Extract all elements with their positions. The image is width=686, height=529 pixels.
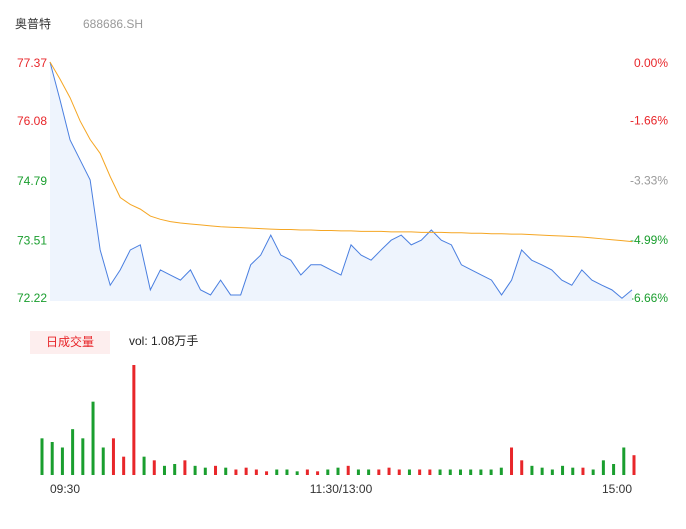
volume-bar — [469, 469, 473, 475]
volume-bar — [91, 401, 95, 475]
y-tick-label: 73.51 — [17, 233, 47, 247]
volume-bar — [295, 471, 299, 475]
volume-bar — [438, 469, 442, 475]
volume-bar — [265, 471, 269, 475]
volume-bar — [510, 447, 514, 475]
volume-bar — [183, 460, 187, 475]
volume-bar — [50, 442, 54, 475]
volume-bar — [203, 467, 207, 475]
volume-bar — [305, 469, 309, 475]
volume-bar — [275, 469, 279, 475]
volume-bar — [397, 469, 401, 475]
volume-bar — [214, 465, 218, 475]
average-line — [49, 61, 633, 243]
volume-bar — [152, 460, 156, 475]
volume-bar — [530, 465, 534, 475]
volume-bar — [60, 447, 64, 475]
volume-bar — [407, 469, 411, 475]
volume-bar — [571, 467, 575, 475]
volume-bar — [489, 469, 493, 475]
volume-bar — [193, 465, 197, 475]
volume-bar — [377, 469, 381, 475]
y2-tick-label: -6.66% — [630, 291, 668, 305]
volume-bar — [540, 467, 544, 475]
volume-bar — [581, 467, 585, 475]
x-tick-label: 11:30/13:00 — [310, 482, 373, 496]
volume-title: 日成交量 — [46, 334, 94, 349]
volume-bar — [142, 456, 146, 475]
stock-name: 奥普特 — [15, 16, 51, 31]
volume-bar — [428, 469, 432, 475]
y2-tick-label: 0.00% — [634, 56, 668, 70]
volume-label: vol: 1.08万手 — [129, 334, 198, 348]
volume-bar — [346, 465, 350, 475]
volume-bar — [244, 467, 248, 475]
volume-bar — [162, 465, 166, 475]
y2-tick-label: -1.66% — [630, 114, 668, 128]
y-tick-label: 74.79 — [17, 174, 47, 188]
volume-bar — [234, 469, 238, 475]
price-area — [50, 62, 632, 301]
volume-bar — [40, 438, 44, 475]
volume-bar — [254, 469, 258, 475]
volume-bar — [458, 469, 462, 475]
volume-bar — [601, 460, 605, 475]
price-line — [49, 61, 633, 299]
volume-bar — [111, 438, 115, 475]
volume-bar — [132, 365, 136, 475]
volume-bar — [418, 469, 422, 475]
volume-bar — [101, 447, 105, 475]
volume-bar — [550, 469, 554, 475]
y2-tick-label: -4.99% — [630, 233, 668, 247]
y-tick-label: 76.08 — [17, 114, 47, 128]
volume-bar — [367, 469, 371, 475]
volume-bar — [326, 469, 330, 475]
x-tick-label: 09:30 — [50, 482, 80, 496]
volume-bar — [387, 467, 391, 475]
volume-bar — [561, 465, 565, 475]
volume-bar — [81, 438, 85, 475]
volume-bar — [122, 456, 126, 475]
volume-bar — [336, 467, 340, 475]
stock-code: 688686.SH — [83, 17, 143, 31]
volume-bar — [622, 447, 626, 475]
volume-title-bg — [30, 331, 110, 354]
volume-bar — [591, 469, 595, 475]
y-tick-label: 72.22 — [17, 291, 47, 305]
y-tick-label: 77.37 — [17, 56, 47, 70]
volume-bar — [612, 464, 616, 475]
volume-bar — [479, 469, 483, 475]
volume-bar — [632, 455, 636, 475]
volume-bar — [71, 429, 75, 475]
volume-bar — [316, 471, 320, 475]
y2-tick-label: -3.33% — [630, 174, 668, 188]
volume-bar — [520, 460, 524, 475]
volume-bar — [499, 467, 503, 475]
volume-bar — [285, 469, 289, 475]
volume-bar — [356, 469, 360, 475]
x-tick-label: 15:00 — [602, 482, 632, 496]
volume-bar — [173, 464, 177, 475]
volume-bar — [224, 467, 228, 475]
volume-bar — [448, 469, 452, 475]
